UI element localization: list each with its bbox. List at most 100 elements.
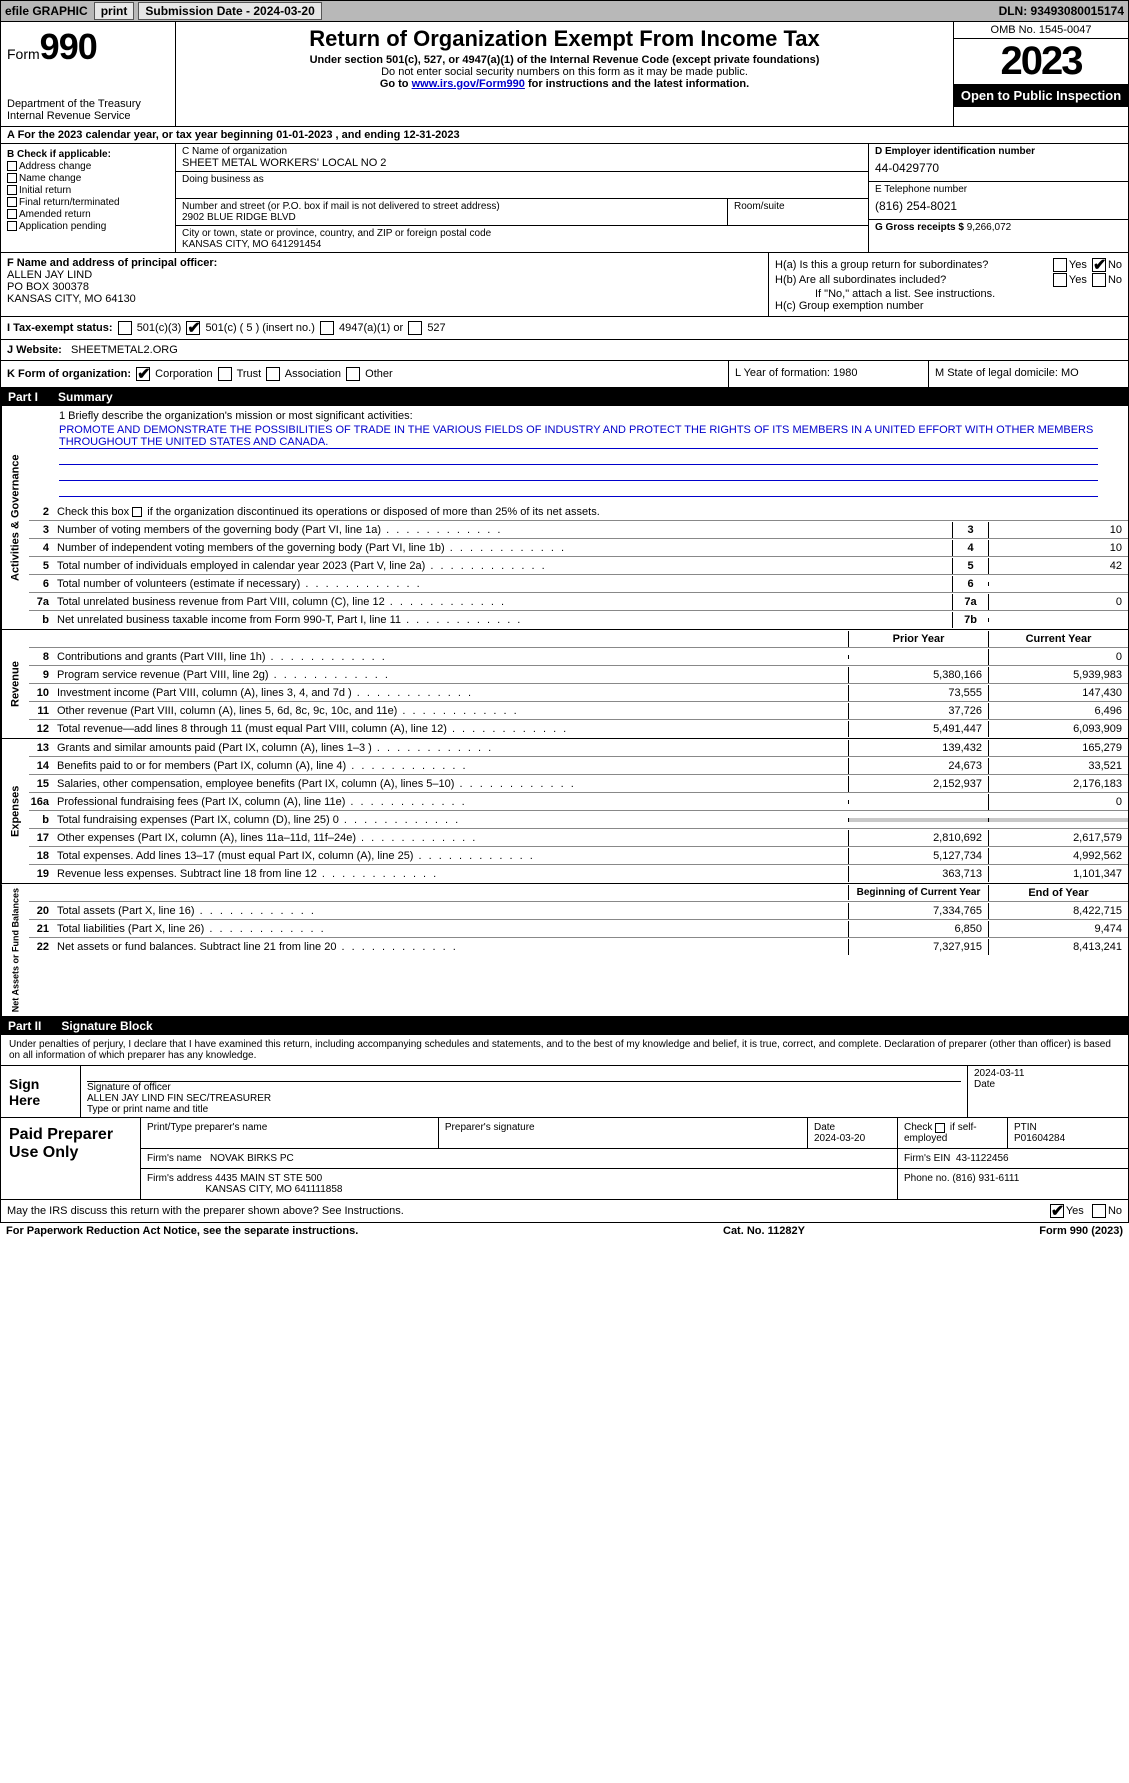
box-c: C Name of organization SHEET METAL WORKE… bbox=[176, 144, 868, 252]
chk-other[interactable] bbox=[346, 367, 360, 381]
chk-corporation[interactable] bbox=[136, 367, 150, 381]
cat-no: Cat. No. 11282Y bbox=[723, 1225, 923, 1237]
discuss-no[interactable] bbox=[1092, 1204, 1106, 1218]
box-b-label: B Check if applicable: bbox=[7, 149, 169, 160]
phone-value: (816) 254-8021 bbox=[875, 195, 1122, 217]
row-k: K Form of organization: Corporation Trus… bbox=[0, 361, 1129, 388]
discuss-row: May the IRS discuss this return with the… bbox=[0, 1200, 1129, 1223]
ha-yes[interactable] bbox=[1053, 258, 1067, 272]
city-state-zip: KANSAS CITY, MO 641291454 bbox=[182, 239, 862, 250]
line2: Check this box if the organization disco… bbox=[53, 504, 1128, 520]
netassets-vlabel: Net Assets or Fund Balances bbox=[1, 884, 29, 1016]
name-title-label: Type or print name and title bbox=[87, 1104, 961, 1115]
form-word: Form bbox=[7, 46, 40, 62]
box-h: H(a) Is this a group return for subordin… bbox=[768, 253, 1128, 316]
form-header: Form990 Department of the Treasury Inter… bbox=[0, 22, 1129, 127]
phone-label: E Telephone number bbox=[875, 184, 1122, 195]
officer-addr1: PO BOX 300378 bbox=[7, 281, 762, 293]
row-i: I Tax-exempt status: 501(c)(3) 501(c) ( … bbox=[0, 317, 1129, 340]
print-button[interactable]: print bbox=[94, 2, 135, 20]
form-footer: Form 990 (2023) bbox=[923, 1225, 1123, 1237]
hb-no[interactable] bbox=[1092, 273, 1106, 287]
officer-addr2: KANSAS CITY, MO 64130 bbox=[7, 293, 762, 305]
mission-text: PROMOTE AND DEMONSTRATE THE POSSIBILITIE… bbox=[59, 424, 1098, 449]
tax-year: 2023 bbox=[954, 39, 1128, 84]
chk-527[interactable] bbox=[408, 321, 422, 335]
sig-officer-label: Signature of officer bbox=[87, 1082, 961, 1093]
row-a-tax-year: A For the 2023 calendar year, or tax yea… bbox=[0, 127, 1129, 144]
chk-application-pending[interactable] bbox=[7, 221, 17, 231]
firm-addr2: KANSAS CITY, MO 641111858 bbox=[205, 1184, 342, 1195]
header-right: OMB No. 1545-0047 2023 Open to Public In… bbox=[953, 22, 1128, 126]
governance-vlabel: Activities & Governance bbox=[1, 406, 29, 629]
section-fh: F Name and address of principal officer:… bbox=[0, 253, 1129, 317]
gross-receipts-label: G Gross receipts $ bbox=[875, 222, 964, 233]
sig-date-value: 2024-03-11 bbox=[974, 1068, 1122, 1079]
chk-501c3[interactable] bbox=[118, 321, 132, 335]
preparer-block: Paid Preparer Use Only Print/Type prepar… bbox=[0, 1118, 1129, 1200]
part1-header: Part I Summary bbox=[0, 388, 1129, 406]
chk-association[interactable] bbox=[266, 367, 280, 381]
chk-self-employed[interactable] bbox=[935, 1123, 945, 1133]
expenses-section: Expenses 13Grants and similar amounts pa… bbox=[0, 739, 1129, 884]
irs-link[interactable]: www.irs.gov/Form990 bbox=[412, 78, 525, 90]
ptin-value: P01604284 bbox=[1014, 1133, 1065, 1144]
officer-label: F Name and address of principal officer: bbox=[7, 257, 762, 269]
chk-trust[interactable] bbox=[218, 367, 232, 381]
governance-section: Activities & Governance 1 Briefly descri… bbox=[0, 406, 1129, 630]
omb-number: OMB No. 1545-0047 bbox=[954, 22, 1128, 39]
chk-initial-return[interactable] bbox=[7, 185, 17, 195]
top-toolbar: efile GRAPHIC print Submission Date - 20… bbox=[0, 0, 1129, 22]
dept-label: Department of the Treasury Internal Reve… bbox=[7, 98, 169, 122]
signature-intro: Under penalties of perjury, I declare th… bbox=[0, 1035, 1129, 1066]
form-number: 990 bbox=[40, 26, 97, 67]
part2-header: Part II Signature Block bbox=[0, 1017, 1129, 1035]
chk-final-return[interactable] bbox=[7, 197, 17, 207]
firm-addr1: 4435 MAIN ST STE 500 bbox=[215, 1173, 322, 1184]
discuss-yes[interactable] bbox=[1050, 1204, 1064, 1218]
gross-receipts-value: 9,266,072 bbox=[967, 222, 1012, 233]
ha-label: H(a) Is this a group return for subordin… bbox=[775, 259, 1051, 271]
subtitle-1: Under section 501(c), 527, or 4947(a)(1)… bbox=[182, 54, 947, 66]
mission-label: 1 Briefly describe the organization's mi… bbox=[59, 410, 1098, 422]
page-footer: For Paperwork Reduction Act Notice, see … bbox=[0, 1223, 1129, 1239]
subtitle-2: Do not enter social security numbers on … bbox=[182, 66, 947, 78]
box-f: F Name and address of principal officer:… bbox=[1, 253, 768, 316]
dba-label: Doing business as bbox=[182, 174, 862, 185]
officer-name: ALLEN JAY LIND bbox=[7, 269, 762, 281]
submission-date-button[interactable]: Submission Date - 2024-03-20 bbox=[138, 2, 321, 20]
preparer-label: Paid Preparer Use Only bbox=[1, 1118, 141, 1199]
sign-here-label: Sign Here bbox=[1, 1066, 81, 1117]
firm-name: NOVAK BIRKS PC bbox=[210, 1153, 294, 1164]
org-name-label: C Name of organization bbox=[182, 146, 862, 157]
chk-501c[interactable] bbox=[186, 321, 200, 335]
ein-value: 44-0429770 bbox=[875, 157, 1122, 179]
header-mid: Return of Organization Exempt From Incom… bbox=[176, 22, 953, 126]
year-formation: L Year of formation: 1980 bbox=[728, 361, 928, 387]
hb-yes[interactable] bbox=[1053, 273, 1067, 287]
website-value: SHEETMETAL2.ORG bbox=[71, 344, 178, 356]
dln-label: DLN: 93493080015174 bbox=[995, 4, 1128, 18]
firm-phone: (816) 931-6111 bbox=[952, 1173, 1019, 1184]
chk-discontinued[interactable] bbox=[132, 507, 142, 517]
officer-sig-name: ALLEN JAY LIND FIN SEC/TREASURER bbox=[87, 1093, 961, 1104]
section-bcdefg: B Check if applicable: Address change Na… bbox=[0, 144, 1129, 253]
paperwork-notice: For Paperwork Reduction Act Notice, see … bbox=[6, 1225, 723, 1237]
revenue-section: Revenue Prior YearCurrent Year 8Contribu… bbox=[0, 630, 1129, 739]
chk-amended-return[interactable] bbox=[7, 209, 17, 219]
netassets-section: Net Assets or Fund Balances Beginning of… bbox=[0, 884, 1129, 1017]
org-name: SHEET METAL WORKERS' LOCAL NO 2 bbox=[182, 157, 862, 169]
sig-date-label: Date bbox=[974, 1079, 1122, 1090]
box-b: B Check if applicable: Address change Na… bbox=[1, 144, 176, 252]
city-label: City or town, state or province, country… bbox=[182, 228, 862, 239]
header-left: Form990 Department of the Treasury Inter… bbox=[1, 22, 176, 126]
signature-block: Sign Here Signature of officer ALLEN JAY… bbox=[0, 1066, 1129, 1118]
public-inspection: Open to Public Inspection bbox=[954, 84, 1128, 107]
ha-no[interactable] bbox=[1092, 258, 1106, 272]
street-address: 2902 BLUE RIDGE BLVD bbox=[182, 212, 721, 223]
form-title: Return of Organization Exempt From Incom… bbox=[182, 26, 947, 52]
chk-name-change[interactable] bbox=[7, 173, 17, 183]
chk-4947[interactable] bbox=[320, 321, 334, 335]
chk-address-change[interactable] bbox=[7, 161, 17, 171]
prep-date: 2024-03-20 bbox=[814, 1133, 865, 1144]
